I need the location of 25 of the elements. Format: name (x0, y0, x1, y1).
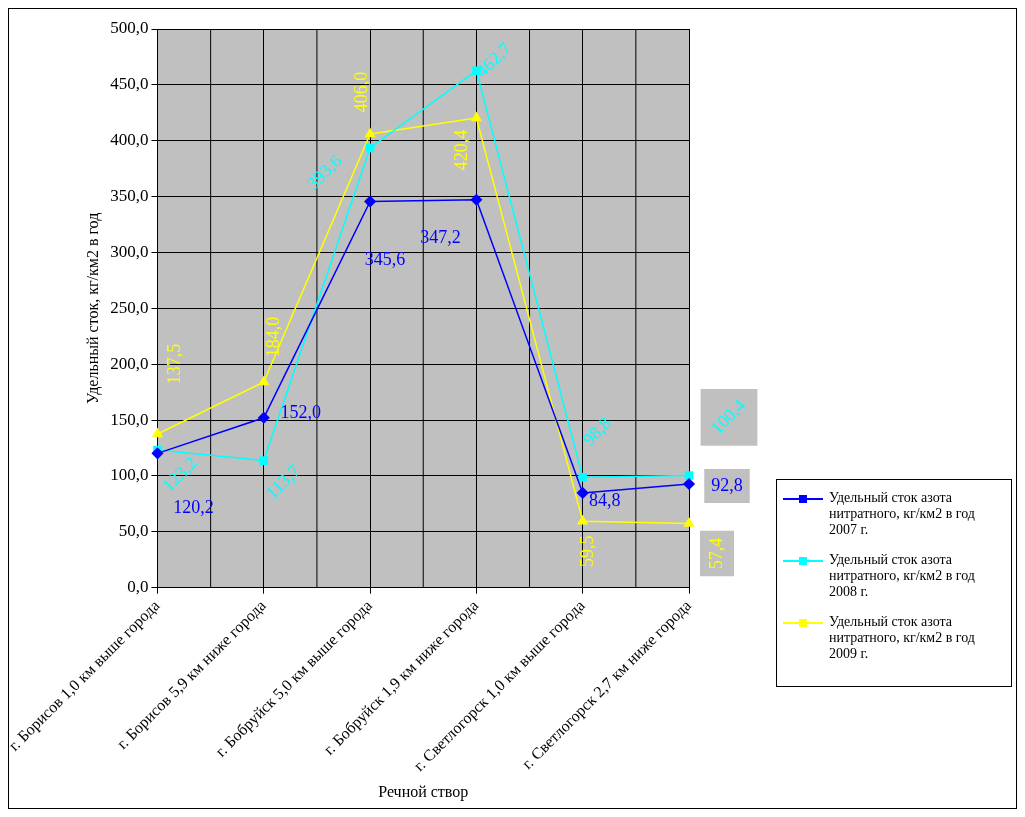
y-tick-label: 200,0 (110, 353, 149, 373)
legend-label: Удельный сток азота нитратного, кг/км2 в год 2007 г. (829, 490, 976, 538)
data-label: 137,5 (164, 343, 185, 385)
data-label: 98,8 (578, 413, 616, 450)
y-tick-label: 300,0 (110, 241, 149, 261)
y-tick-label: 500,0 (110, 18, 149, 38)
data-label: 59,5 (577, 535, 598, 567)
x-axis-title: Речной створ (378, 782, 469, 801)
data-label: 84,8 (588, 489, 621, 510)
data-label: 406,0 (350, 71, 371, 113)
data-label: 184,0 (262, 316, 283, 358)
data-label: 92,8 (711, 474, 743, 495)
y-tick-label: 50,0 (118, 521, 149, 541)
legend-label: Удельный сток азота нитратного, кг/км2 в год 2009 г. (829, 614, 976, 662)
y-tick-label: 350,0 (110, 186, 149, 206)
y-tick-label: 450,0 (110, 74, 149, 94)
y-tick-label: 0,0 (127, 577, 149, 597)
legend-label: Удельный сток азота нитратного, кг/км2 в год 2008 г. (829, 552, 976, 600)
y-tick-label: 250,0 (110, 297, 149, 317)
data-label: 420,4 (451, 129, 472, 171)
y-axis-title: Удельный сток, кг/км2 в год (83, 212, 102, 404)
y-tick-label: 150,0 (110, 409, 149, 429)
y-tick-label: 100,0 (110, 465, 149, 485)
y-tick-label: 400,0 (110, 130, 149, 150)
data-label: 57,4 (705, 537, 726, 570)
